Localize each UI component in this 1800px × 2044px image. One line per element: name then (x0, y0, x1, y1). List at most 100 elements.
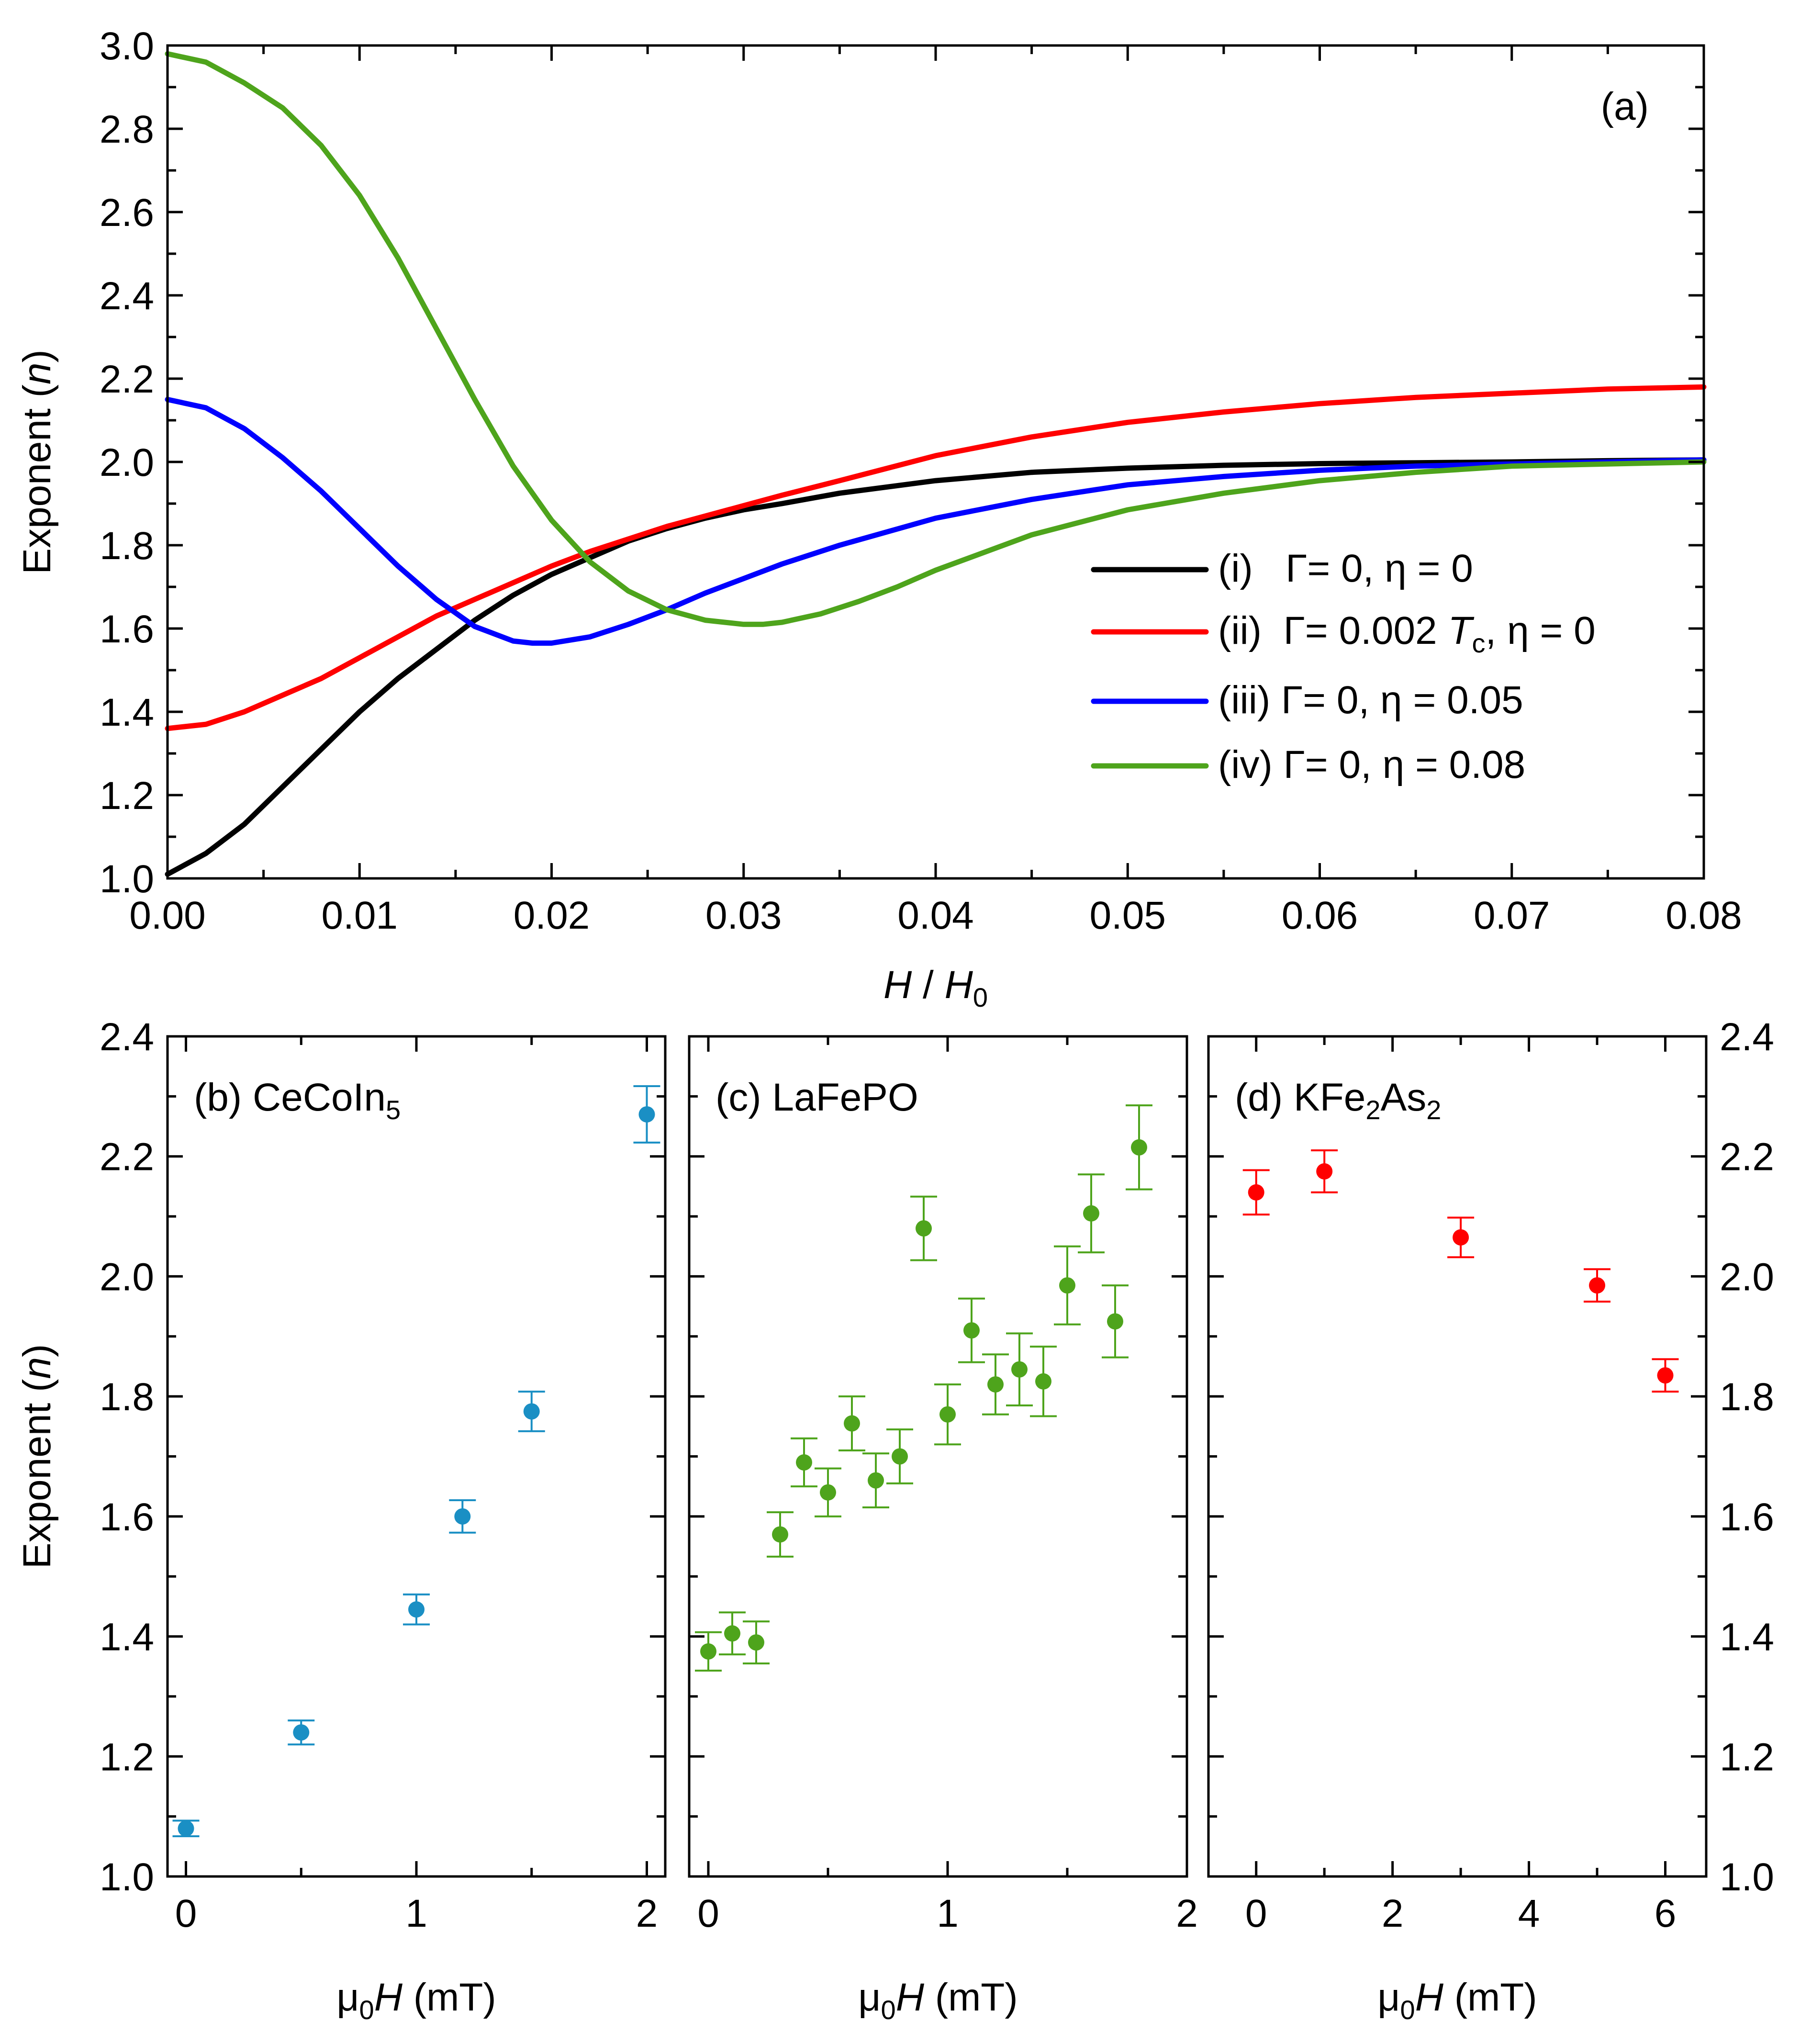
panel-a-xtick-label: 0.08 (1666, 894, 1742, 937)
panel-d-xtick-label: 0 (1245, 1892, 1267, 1935)
panel-b-point (454, 1508, 471, 1525)
panel-d-xtick-label: 4 (1518, 1892, 1540, 1935)
panel-b-ytick-label: 1.0 (100, 1855, 154, 1899)
panel-c-point (796, 1454, 812, 1471)
panel-a-xlabel: H / H0 (883, 963, 988, 1012)
panel-a-ytick-label: 1.8 (100, 524, 154, 568)
panel-c-xtick-label: 1 (937, 1892, 959, 1935)
panel-c-xtick-label: 0 (697, 1892, 719, 1935)
panel-b-ytick-label: 1.6 (100, 1495, 154, 1539)
panel-a-ytick-label: 2.4 (100, 274, 154, 318)
panel-a-xtick-label: 0.01 (321, 894, 398, 937)
panel-c-point (1131, 1139, 1147, 1156)
panel-b-ytick-label: 1.2 (100, 1735, 154, 1779)
panel-a-xtick-label: 0.05 (1089, 894, 1166, 937)
panel-c-point (844, 1415, 860, 1432)
panel-a-xtick-label: 0.07 (1474, 894, 1550, 937)
panel-d-point (1453, 1229, 1469, 1246)
panel-a: (a) H / H0 (i) Γ= 0, η = 0 (ii) Γ= 0.002 Tc… (165, 51, 1707, 1012)
panel-b-ytick-label: 2.4 (100, 1015, 154, 1059)
panel-b-frame (166, 1035, 667, 1878)
panel-d-frame (1207, 1035, 1708, 1878)
panel-a-ylabel: Exponent (n) (15, 349, 59, 574)
legend-label-3: (iii) Γ= 0, η = 0.05 (1218, 678, 1523, 722)
panel-a-ytick-label: 3.0 (100, 24, 154, 68)
panel-c-point (748, 1634, 764, 1651)
series-line-1 (165, 457, 1707, 877)
legend-label-2: (ii) Γ= 0.002 Tc, η = 0 (1218, 609, 1596, 658)
panel-d-ytick-label: 1.0 (1720, 1855, 1774, 1899)
panel-c-point (1083, 1205, 1099, 1222)
panel-a-xtick-label: 0.00 (129, 894, 206, 937)
panel-c-point (1059, 1277, 1075, 1294)
panel-d-point (1657, 1367, 1674, 1384)
panel-c: (c) LaFePO (695, 1076, 1152, 1672)
panel-d-ytick-label: 1.4 (1720, 1616, 1774, 1659)
panel-d-ytick-label: 1.8 (1720, 1375, 1774, 1419)
panel-d-xlabel: μ0H (mT) (1377, 1976, 1537, 2025)
panel-d-point (1589, 1277, 1606, 1294)
panel-d-label: (d) KFe2As2 (1235, 1076, 1441, 1125)
panel-b-xtick-label: 0 (175, 1892, 197, 1935)
panel-c-xlabel: μ0H (mT) (858, 1976, 1017, 2025)
series-line-4 (165, 51, 1707, 627)
panel-c-point (820, 1484, 836, 1501)
panel-a-xtick-label: 0.04 (897, 894, 974, 937)
panel-c-point (916, 1220, 932, 1237)
panel-a-ytick-label: 1.4 (100, 691, 154, 734)
panel-b-label: (b) CeCoIn5 (194, 1076, 401, 1125)
panel-b-ytick-label: 1.8 (100, 1375, 154, 1419)
panel-a-ytick-label: 1.0 (100, 857, 154, 901)
panel-c-point (987, 1376, 1004, 1393)
panel-c-point (724, 1625, 740, 1642)
panel-b-ytick-label: 1.4 (100, 1616, 154, 1659)
panel-d-xtick-label: 2 (1382, 1892, 1404, 1935)
series-line-3 (165, 397, 1707, 646)
panel-c-point (868, 1472, 884, 1489)
panel-a-ytick-label: 2.0 (100, 441, 154, 484)
legend-label-4: (iv) Γ= 0, η = 0.08 (1218, 743, 1525, 786)
series-line-2 (165, 384, 1707, 731)
panel-c-point (963, 1322, 980, 1339)
panel-b-point (523, 1403, 540, 1420)
panel-c-frame (688, 1035, 1188, 1878)
panel-c-point (1035, 1373, 1051, 1390)
panel-a-ytick-label: 2.6 (100, 191, 154, 235)
panel-b-point (638, 1106, 655, 1123)
panel-c-point (700, 1643, 716, 1660)
legend-label-1: (i) Γ= 0, η = 0 (1218, 547, 1473, 590)
panel-c-point (1107, 1313, 1123, 1330)
panel-c-point (1011, 1361, 1028, 1378)
panel-d-ytick-label: 2.0 (1720, 1255, 1774, 1299)
panel-d-point (1316, 1163, 1333, 1180)
panel-b-point (293, 1724, 310, 1741)
panel-a-ytick-label: 1.6 (100, 607, 154, 651)
panel-b: (b) CeCoIn5 (172, 1076, 660, 1838)
panel-b-xtick-label: 1 (405, 1892, 427, 1935)
panel-c-point (892, 1448, 908, 1465)
panel-c-xtick-label: 2 (1176, 1892, 1198, 1935)
panel-d-ytick-label: 1.2 (1720, 1735, 1774, 1779)
panel-b-point (408, 1601, 425, 1618)
panel-b-ylabel: Exponent (n) (15, 1344, 59, 1569)
panel-b-xlabel: μ0H (mT) (336, 1976, 496, 2025)
panel-d: (d) KFe2As2 (1235, 1076, 1679, 1393)
panel-c-label: (c) LaFePO (716, 1076, 918, 1119)
panel-d-xtick-label: 6 (1655, 1892, 1677, 1935)
panel-b-point (178, 1820, 194, 1837)
panel-d-ytick-label: 1.6 (1720, 1495, 1774, 1539)
panel-c-point (939, 1406, 956, 1423)
panel-b-ytick-label: 2.0 (100, 1255, 154, 1299)
panel-d-point (1248, 1184, 1264, 1201)
panel-c-point (772, 1526, 788, 1543)
panel-b-ytick-label: 2.2 (100, 1135, 154, 1179)
panel-a-xtick-label: 0.02 (514, 894, 590, 937)
panel-b-xtick-label: 2 (636, 1892, 658, 1935)
panel-a-ytick-label: 2.8 (100, 108, 154, 151)
panel-d-ytick-label: 2.2 (1720, 1135, 1774, 1179)
panel-a-label: (a) (1601, 85, 1649, 128)
panel-a-ytick-label: 1.2 (100, 774, 154, 818)
panel-a-ytick-label: 2.2 (100, 358, 154, 401)
panel-d-ytick-label: 2.4 (1720, 1015, 1774, 1059)
